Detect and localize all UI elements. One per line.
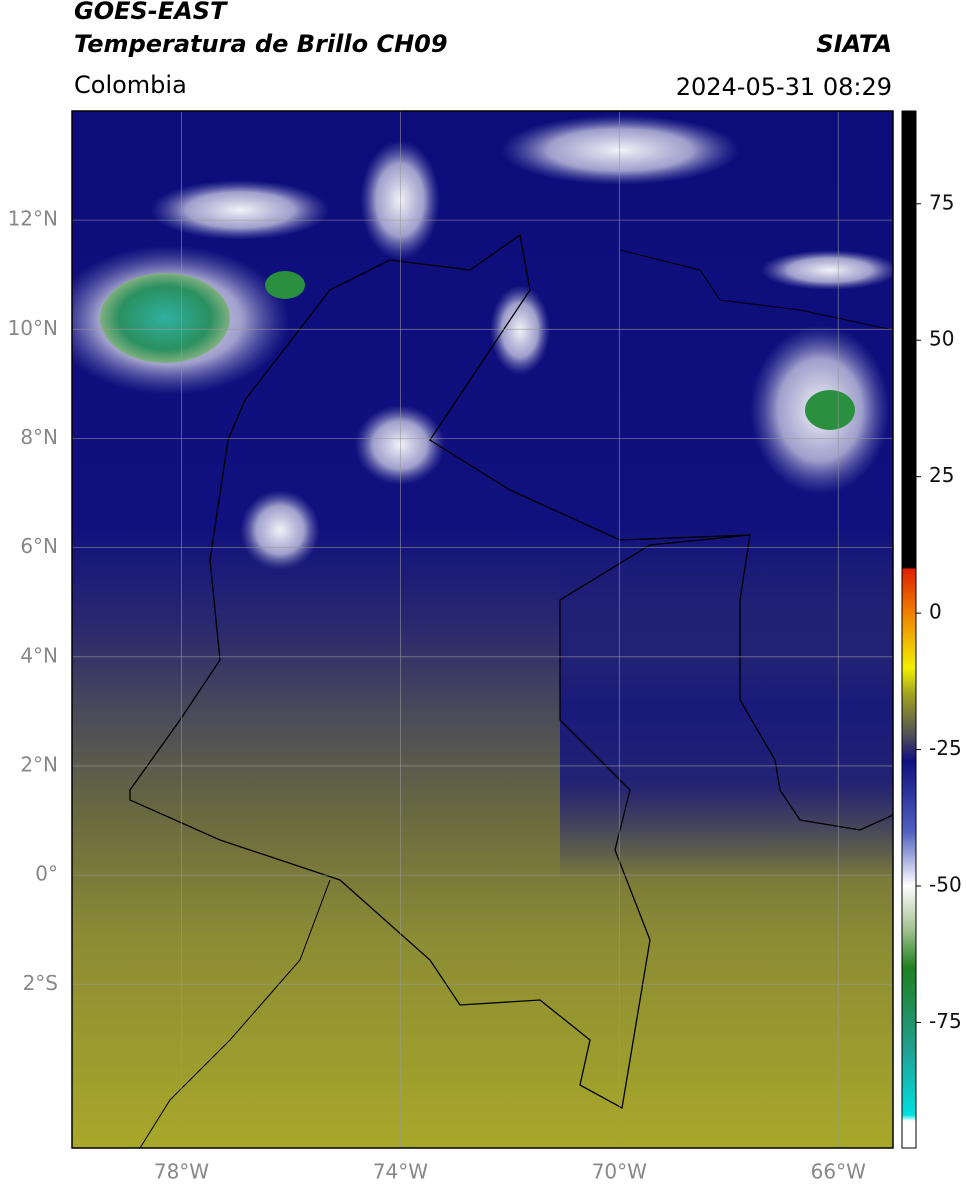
satellite-image	[72, 111, 893, 1148]
lat-tick-label: 6°N	[20, 534, 58, 558]
colorbar-tick-label: 50	[929, 327, 954, 351]
lat-tick-label: 2°S	[23, 971, 58, 995]
lon-tick-label: 70°W	[592, 1160, 647, 1184]
map-frame	[71, 110, 894, 1149]
colorbar-tick-label: -50	[929, 873, 962, 897]
lat-tick-label: 10°N	[8, 316, 58, 340]
colorbar-tick-label: 0	[929, 600, 942, 624]
source-label: SIATA	[816, 30, 892, 58]
colorbar-tick-label: 75	[929, 190, 954, 214]
lat-tick-label: 0°	[35, 862, 58, 886]
graticule	[72, 111, 893, 1148]
colorbar-tick-label: 25	[929, 463, 954, 487]
colorbar	[901, 110, 917, 1149]
lat-tick-label: 2°N	[20, 752, 58, 776]
lon-tick-label: 78°W	[154, 1160, 209, 1184]
lat-tick-label: 8°N	[20, 425, 58, 449]
region-label: Colombia	[74, 71, 187, 99]
colorbar-tick-label: -25	[929, 736, 962, 760]
lat-tick-label: 12°N	[8, 207, 58, 231]
colorbar-tick-label: -75	[929, 1009, 962, 1033]
lon-tick-label: 74°W	[373, 1160, 428, 1184]
lon-tick-label: 66°W	[811, 1160, 866, 1184]
lat-tick-label: 4°N	[20, 643, 58, 667]
satellite-title: GOES-EAST	[74, 0, 228, 25]
datetime-label: 2024-05-31 08:29	[676, 73, 892, 101]
product-title: Temperatura de Brillo CH09	[74, 30, 448, 58]
